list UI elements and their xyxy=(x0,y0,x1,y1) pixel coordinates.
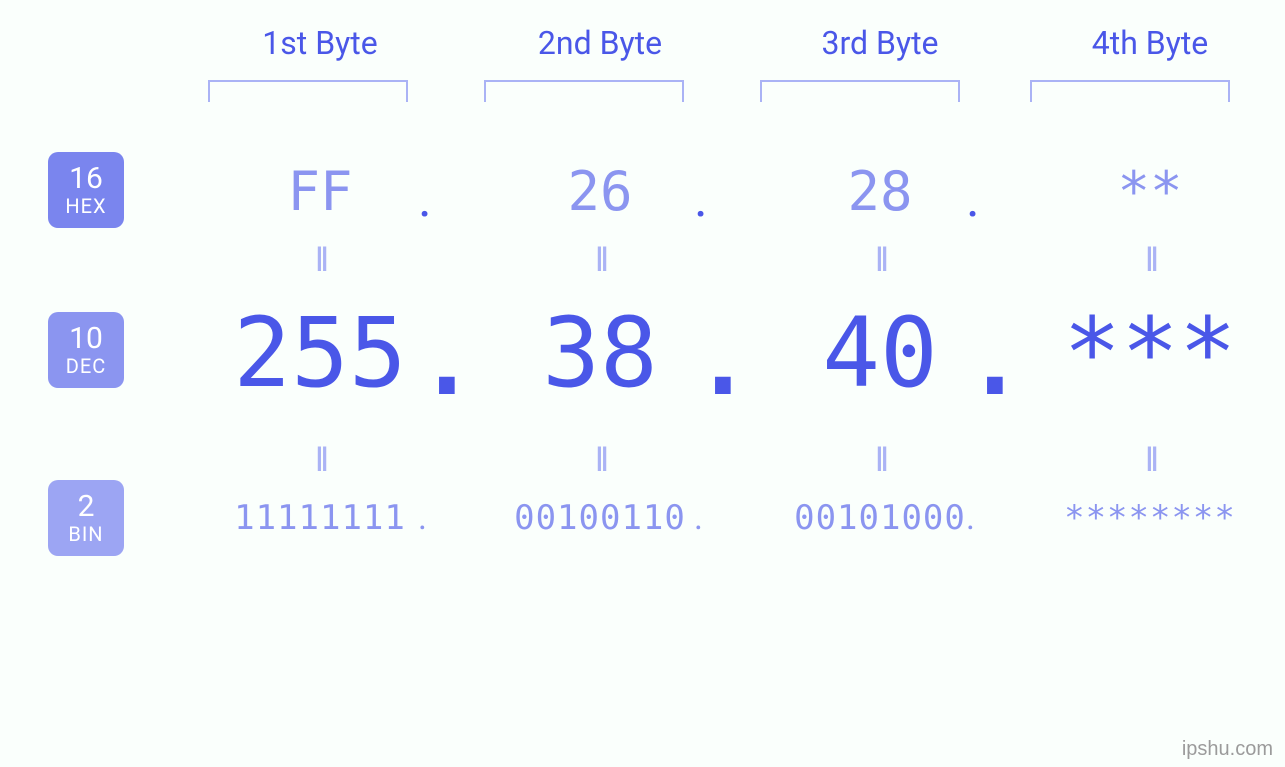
badge-dec: 10 DEC xyxy=(48,312,124,388)
bracket-1 xyxy=(208,80,408,102)
bin-dot-1: . xyxy=(418,498,427,538)
byte-header-4: 4th Byte xyxy=(1020,24,1280,62)
hex-dot-1: . xyxy=(418,168,432,229)
badge-hex: 16 HEX xyxy=(48,152,124,228)
hex-dot-3: . xyxy=(966,168,980,229)
eq-dec-bin-2: II xyxy=(470,440,730,480)
hex-byte-2: 26 xyxy=(470,160,730,223)
dec-dot-1: . xyxy=(418,305,476,417)
eq-hex-dec-2: II xyxy=(470,240,730,280)
bin-dot-3: . xyxy=(966,498,975,538)
dec-byte-1: 255 xyxy=(190,305,450,401)
bin-byte-4: ******** xyxy=(1020,498,1280,538)
byte-header-1: 1st Byte xyxy=(190,24,450,62)
eq-hex-dec-3: II xyxy=(750,240,1010,280)
badge-bin-base: 2 xyxy=(78,491,95,523)
bracket-4 xyxy=(1030,80,1230,102)
bin-dot-2: . xyxy=(694,498,703,538)
ip-bytes-diagram: 1st Byte 2nd Byte 3rd Byte 4th Byte 16 H… xyxy=(0,0,1285,767)
dec-dot-3: . xyxy=(966,305,1024,417)
badge-dec-base: 10 xyxy=(69,323,103,355)
hex-byte-4: ** xyxy=(1020,160,1280,223)
badge-bin-label: BIN xyxy=(68,524,103,545)
bracket-2 xyxy=(484,80,684,102)
badge-hex-label: HEX xyxy=(65,196,106,217)
hex-byte-1: FF xyxy=(190,160,450,223)
eq-hex-dec-1: II xyxy=(190,240,450,280)
dec-byte-2: 38 xyxy=(470,305,730,401)
bin-byte-2: 00100110 xyxy=(470,498,730,538)
badge-dec-label: DEC xyxy=(66,356,107,377)
watermark: ipshu.com xyxy=(1182,738,1273,761)
bracket-3 xyxy=(760,80,960,102)
eq-dec-bin-1: II xyxy=(190,440,450,480)
eq-dec-bin-4: II xyxy=(1020,440,1280,480)
dec-byte-4: *** xyxy=(1020,305,1280,401)
badge-bin: 2 BIN xyxy=(48,480,124,556)
eq-dec-bin-3: II xyxy=(750,440,1010,480)
eq-hex-dec-4: II xyxy=(1020,240,1280,280)
dec-dot-2: . xyxy=(694,305,752,417)
hex-dot-2: . xyxy=(694,168,708,229)
bin-byte-1: 11111111 xyxy=(190,498,450,538)
byte-header-3: 3rd Byte xyxy=(750,24,1010,62)
byte-header-2: 2nd Byte xyxy=(470,24,730,62)
badge-hex-base: 16 xyxy=(69,163,103,195)
